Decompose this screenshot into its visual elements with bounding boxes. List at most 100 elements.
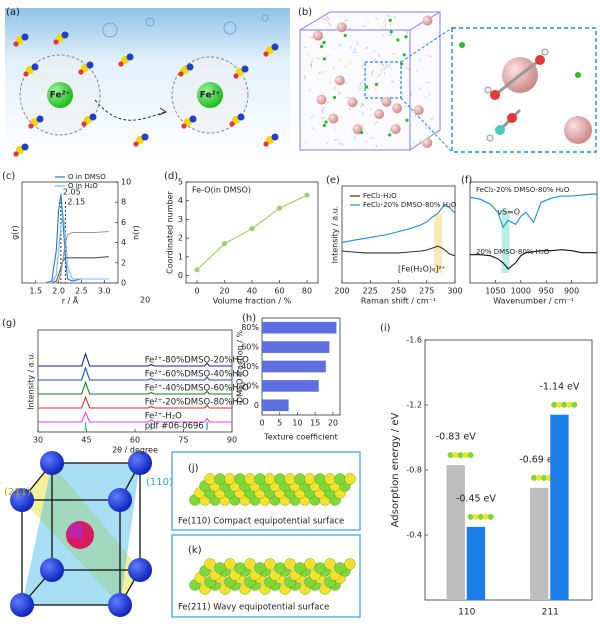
x-tick-label: 300 bbox=[447, 287, 462, 296]
atom bbox=[214, 473, 226, 485]
series-line bbox=[38, 366, 232, 381]
bar bbox=[550, 414, 569, 600]
series-label: Fe²⁺-40%DMSO-60%H₂O bbox=[145, 384, 249, 394]
bar bbox=[262, 380, 319, 392]
cl-ion bbox=[400, 62, 404, 66]
series-label: Fe²⁺-80%DMSO-20%H₂O bbox=[145, 356, 249, 366]
y-axis-label: g(r) bbox=[11, 225, 20, 240]
y-tick-label: -0.4 bbox=[406, 531, 422, 540]
solvent-stick bbox=[387, 64, 391, 68]
panel-label: (c) bbox=[2, 171, 15, 182]
fe-ion bbox=[334, 75, 345, 86]
atom bbox=[344, 558, 356, 570]
x-tick-label: 1000 bbox=[511, 287, 531, 296]
series-line bbox=[469, 193, 597, 229]
x-axis-label: Texture coefficient bbox=[263, 433, 338, 442]
surface-atom bbox=[487, 513, 494, 520]
x-tick-label: 30 bbox=[33, 436, 43, 445]
bar bbox=[466, 526, 486, 600]
solvent-stick bbox=[375, 144, 378, 148]
solvent-stick bbox=[344, 132, 346, 135]
plot-frame bbox=[469, 181, 598, 284]
bar bbox=[262, 360, 326, 373]
cl-ion bbox=[404, 35, 408, 39]
panel-label: (f) bbox=[461, 175, 472, 186]
x-tick-label: 275 bbox=[419, 287, 434, 296]
surface-atom bbox=[467, 452, 474, 459]
series-line bbox=[38, 352, 232, 367]
solvent-stick bbox=[344, 65, 348, 69]
legend-label: FeCl₂-20% DMSO-80% H₂O bbox=[363, 201, 457, 209]
solvent-stick bbox=[380, 62, 385, 67]
solvent-stick bbox=[358, 81, 363, 86]
bar bbox=[262, 341, 330, 353]
solvent-stick bbox=[425, 81, 430, 84]
panel-label: (e) bbox=[326, 175, 340, 186]
y-tick-label: 4 bbox=[178, 196, 183, 205]
solvent-stick bbox=[318, 71, 321, 76]
point bbox=[194, 267, 200, 273]
y-tick-label: -0.8 bbox=[406, 466, 422, 475]
solvent-stick bbox=[317, 78, 320, 81]
plane-label: (110) bbox=[146, 477, 173, 488]
solvent-stick bbox=[364, 70, 367, 74]
x-tick-label: 75 bbox=[178, 436, 188, 445]
surface-atom bbox=[472, 513, 479, 520]
series-line bbox=[38, 395, 232, 409]
solvent-stick bbox=[375, 17, 378, 20]
solvent-stick bbox=[344, 81, 348, 84]
point bbox=[222, 241, 227, 247]
solvent-stick bbox=[369, 107, 373, 111]
bar bbox=[530, 487, 549, 600]
atom bbox=[284, 473, 296, 485]
x-tick-label: 15 bbox=[310, 419, 320, 428]
solvent-stick bbox=[347, 61, 352, 66]
point bbox=[277, 205, 282, 211]
atom bbox=[224, 473, 236, 485]
x-tick-label: 900 bbox=[564, 287, 579, 296]
solvent-stick bbox=[326, 101, 330, 104]
solvent-stick bbox=[339, 58, 342, 63]
solvent-stick bbox=[321, 106, 325, 111]
atom bbox=[314, 473, 326, 485]
solvent-stick bbox=[389, 66, 393, 70]
atom bbox=[284, 558, 296, 570]
y-tick-label: 80% bbox=[241, 323, 259, 332]
surface-atom bbox=[571, 401, 578, 408]
atom bbox=[254, 473, 266, 485]
x-tick-label: 2.0 bbox=[52, 287, 65, 296]
y-tick-label: 3 bbox=[178, 215, 183, 224]
series-label: 20% DMSO-80% H₂O bbox=[476, 248, 550, 256]
value-label: -0.45 eV bbox=[456, 493, 496, 504]
atom bbox=[234, 473, 246, 485]
solvent-stick bbox=[322, 110, 324, 114]
solvent-stick bbox=[310, 60, 314, 63]
surface-atom bbox=[452, 452, 459, 459]
series-line bbox=[35, 230, 109, 284]
note: 20 bbox=[140, 296, 150, 305]
solvent-stick bbox=[338, 43, 342, 47]
series-line bbox=[341, 245, 456, 257]
fe-ion bbox=[390, 124, 401, 135]
atom bbox=[294, 562, 306, 574]
fe-ion bbox=[422, 15, 433, 26]
solvent-stick bbox=[428, 93, 431, 96]
cl-ion bbox=[322, 57, 326, 61]
solvent-stick bbox=[404, 29, 409, 34]
solvent-stick bbox=[335, 138, 340, 141]
surface-caption: Fe(110) Compact equipotential surface bbox=[178, 517, 344, 527]
value-label: -1.14 eV bbox=[539, 381, 579, 392]
surface-atom bbox=[457, 452, 464, 459]
fe-ion bbox=[328, 113, 339, 124]
atom bbox=[314, 562, 326, 574]
solvent-stick bbox=[358, 87, 363, 91]
solvent-stick bbox=[360, 102, 366, 107]
solvent-stick bbox=[388, 128, 392, 132]
atom bbox=[214, 562, 226, 574]
fe-ion bbox=[336, 22, 347, 33]
y-axis-label: DMSO fraction / % bbox=[236, 330, 245, 403]
x-axis-label: 2θ / degree bbox=[112, 446, 158, 455]
fe-ion bbox=[316, 94, 327, 105]
x-tick-label: 211 bbox=[542, 608, 559, 618]
solvent-stick bbox=[310, 114, 315, 119]
